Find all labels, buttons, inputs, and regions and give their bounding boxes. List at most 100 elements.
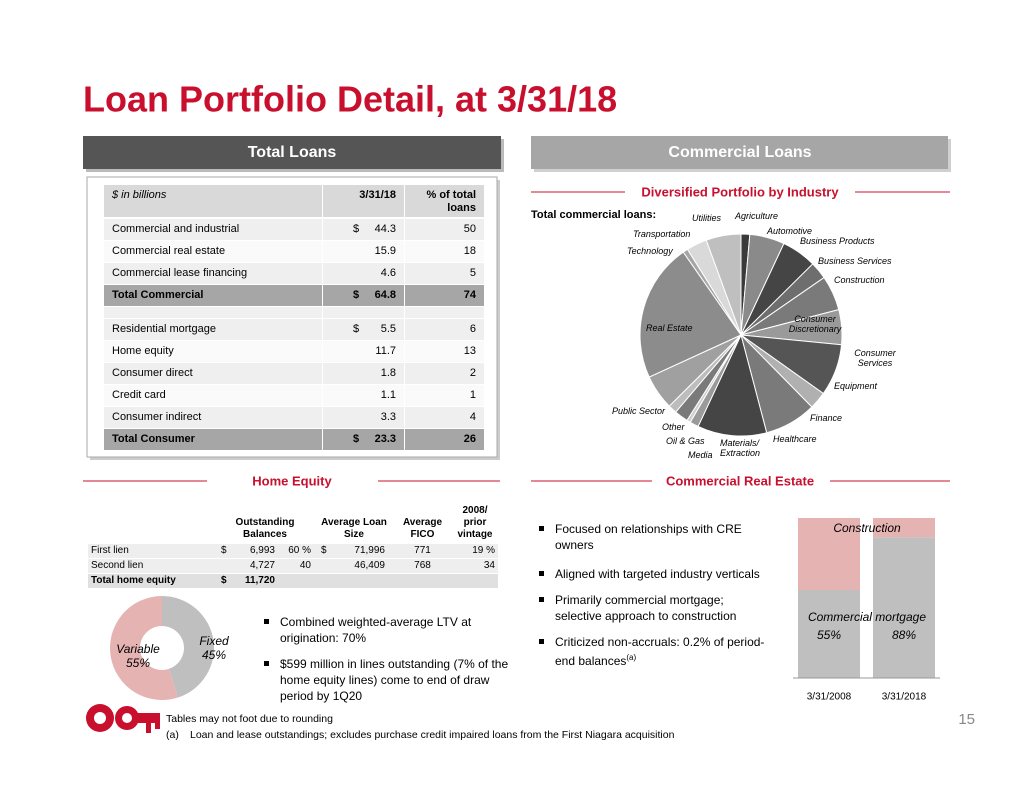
- row-label: Commercial and industrial: [104, 219, 322, 240]
- pie-label: Total commercial loans:: [531, 209, 656, 221]
- slice-name: Fixed: [199, 634, 229, 648]
- amount-cell: 3.3: [323, 407, 404, 428]
- bullet: $599 million in lines outstanding (7% of…: [262, 656, 512, 704]
- series-label: Commercial mortgage: [808, 610, 926, 624]
- amount-cell: 15.9: [323, 241, 404, 262]
- footnote: Loan and lease outstandings; excludes pu…: [190, 729, 675, 741]
- spacer-row: [323, 307, 404, 318]
- cell: Total home equity: [91, 575, 176, 586]
- slice-label: Utilities: [692, 213, 722, 223]
- amount: 3.3: [380, 411, 396, 423]
- slice-label: Consumer Discretionary: [788, 314, 842, 334]
- amount-cell: 1.8: [323, 363, 404, 384]
- slice-label: Technology: [627, 246, 673, 256]
- slice-label: Agriculture: [735, 211, 779, 221]
- header-text: Commercial Loans: [668, 144, 811, 161]
- bullet-text: Focused on relationships with CRE owners: [555, 522, 742, 552]
- section-title: Diversified Portfolio by Industry: [641, 184, 839, 199]
- amount-cell: $44.3: [323, 219, 404, 240]
- row-label: Commercial real estate: [104, 241, 322, 262]
- amount-cell: 4.6: [323, 263, 404, 284]
- bullet: Focused on relationships with CRE owners: [537, 521, 765, 553]
- header-text: Total Loans: [248, 144, 337, 161]
- currency: $: [353, 223, 360, 235]
- amount: 15.9: [374, 245, 396, 257]
- row-label: Commercial lease financing: [104, 263, 322, 284]
- amount-cell: $64.8: [323, 285, 404, 306]
- currency: $: [353, 289, 360, 301]
- donut-slice: [162, 596, 215, 698]
- slice-label: Equipment: [834, 381, 878, 391]
- slice-label: Fixed 45%: [192, 634, 236, 662]
- column-header: Average Loan Size: [318, 500, 390, 544]
- cell: $: [221, 575, 227, 586]
- column-header: 3/31/18: [323, 185, 404, 217]
- slice-label: Finance: [810, 413, 843, 423]
- bar-segment: [798, 518, 860, 590]
- bar-segment: [798, 590, 860, 678]
- pie-slice: [697, 333, 768, 437]
- slice-label: Automotive: [767, 226, 813, 236]
- column-header: Outstanding Balances: [218, 500, 312, 544]
- slice-label: Media: [688, 450, 713, 460]
- logo: [86, 704, 160, 733]
- bullet: Criticized non-accruals: 0.2% of period-…: [537, 634, 765, 669]
- cell: 40: [299, 560, 311, 571]
- bar-segment: [873, 518, 935, 538]
- header-bar: [531, 136, 948, 169]
- amount: 5.5: [380, 323, 396, 335]
- row-label: Consumer indirect: [104, 407, 322, 428]
- bullet-text: Primarily commercial mortgage; selective…: [555, 593, 737, 623]
- bullet: Primarily commercial mortgage; selective…: [537, 592, 765, 624]
- cell: Second lien: [91, 560, 144, 571]
- bullet: Combined weighted-average LTV at origina…: [262, 614, 512, 646]
- slice-label: Transportation: [633, 229, 691, 239]
- row-label: Credit card: [104, 385, 322, 406]
- slice-name: Variable: [116, 642, 160, 656]
- cell: 71,996: [354, 545, 385, 556]
- row-bg: [88, 544, 498, 558]
- slice-label: Business Services: [818, 256, 892, 266]
- donut-slice: [110, 596, 179, 700]
- slice-label: Construction: [834, 275, 885, 285]
- row-bg: [88, 559, 498, 573]
- amount: 1.8: [380, 367, 396, 379]
- percent-cell: 5: [405, 263, 484, 284]
- amount: 4.6: [380, 267, 396, 279]
- percent-cell: 13: [405, 341, 484, 362]
- series-label: Construction: [833, 521, 901, 535]
- bar-segment: [873, 537, 935, 678]
- section-title: Commercial Real Estate: [666, 473, 814, 488]
- row-label: Home equity: [104, 341, 322, 362]
- cell: 771: [414, 545, 431, 556]
- percent-cell: 50: [405, 219, 484, 240]
- row-label: Total Commercial: [104, 285, 322, 306]
- pie-slice: [639, 251, 742, 378]
- amount: 23.3: [374, 433, 396, 445]
- column-header-text: Average Loan Size: [321, 517, 387, 540]
- amount: 1.1: [380, 389, 396, 401]
- cell: 11,720: [244, 575, 275, 586]
- bullet-text: Aligned with targeted industry verticals: [555, 567, 760, 581]
- column-header: % of total loans: [405, 185, 484, 217]
- column-header-text: 2008/ prior vintage: [457, 505, 493, 540]
- slice-label: Business Products: [800, 236, 875, 246]
- page-number: 15: [958, 711, 975, 728]
- cell: 34: [483, 560, 495, 571]
- slice-label: Real Estate: [646, 323, 693, 333]
- spacer-row: [104, 307, 322, 318]
- footnote-ref: (a): [626, 653, 637, 662]
- row-label: Total Consumer: [104, 429, 322, 450]
- row-bg: [88, 574, 498, 588]
- amount-cell: 1.1: [323, 385, 404, 406]
- percent-cell: 74: [405, 285, 484, 306]
- percent-cell: 2: [405, 363, 484, 384]
- cell: 19 %: [472, 545, 495, 556]
- footnote-marker: (a): [166, 729, 179, 741]
- slice-value: 55%: [125, 656, 151, 670]
- header-bar: [83, 136, 501, 169]
- percent-cell: 4: [405, 407, 484, 428]
- percent-cell: 1: [405, 385, 484, 406]
- cell: 4,727: [249, 560, 275, 571]
- amount: 11.7: [375, 345, 396, 357]
